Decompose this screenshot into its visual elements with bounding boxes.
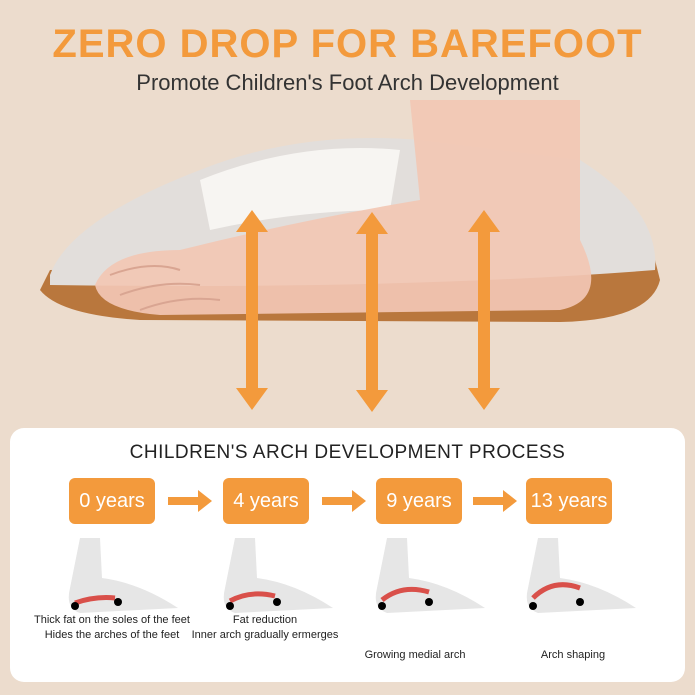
stage-caption: Arch shaping	[488, 648, 658, 663]
stage-caption: Fat reduction Inner arch gradually ermerg…	[180, 613, 350, 643]
stage-badge: 4 years	[223, 478, 309, 524]
foot-skeleton-icon	[375, 538, 485, 613]
stage-badge: 13 years	[526, 478, 612, 524]
flex-arrows	[236, 210, 500, 412]
stage-badge: 9 years	[376, 478, 462, 524]
stage-caption: Thick fat on the soles of the feet Hides …	[27, 613, 197, 643]
caption-line: Fat reduction	[232, 614, 298, 626]
foot-skeleton-icon	[223, 538, 333, 613]
caption-line: Thick fat on the soles of the feet	[34, 614, 190, 626]
foot-skeleton-icon	[526, 538, 636, 613]
headline: ZERO DROP FOR BAREFOOT	[52, 22, 643, 66]
shoe-lace-area	[200, 148, 400, 230]
caption-line: Arch shaping	[540, 649, 606, 661]
stage-badge: 0 years	[69, 478, 155, 524]
shoe-foot-illustration	[40, 100, 660, 412]
arch-development-card: CHILDREN'S ARCH DEVELOPMENT PROCESS 0 ye…	[10, 428, 685, 682]
stage-caption: Growing medial arch	[330, 648, 500, 663]
arrow-right-icon	[322, 490, 366, 512]
caption-line: Inner arch gradually ermerges	[191, 629, 339, 641]
card-title: CHILDREN'S ARCH DEVELOPMENT PROCESS	[129, 442, 566, 463]
arrow-up-down-icon	[236, 210, 268, 410]
arrow-right-icon	[168, 490, 212, 512]
arrow-up-down-icon	[468, 210, 500, 410]
toe-lines	[109, 265, 221, 311]
caption-line: Hides the arches of the feet	[44, 629, 180, 641]
arrow-right-icon	[473, 490, 517, 512]
foot-skeleton-icon	[68, 538, 178, 613]
subheadline: Promote Children's Foot Arch Development	[136, 70, 559, 95]
foot	[95, 100, 592, 315]
arrow-up-down-icon	[356, 212, 388, 412]
caption-line: Growing medial arch	[364, 649, 466, 661]
